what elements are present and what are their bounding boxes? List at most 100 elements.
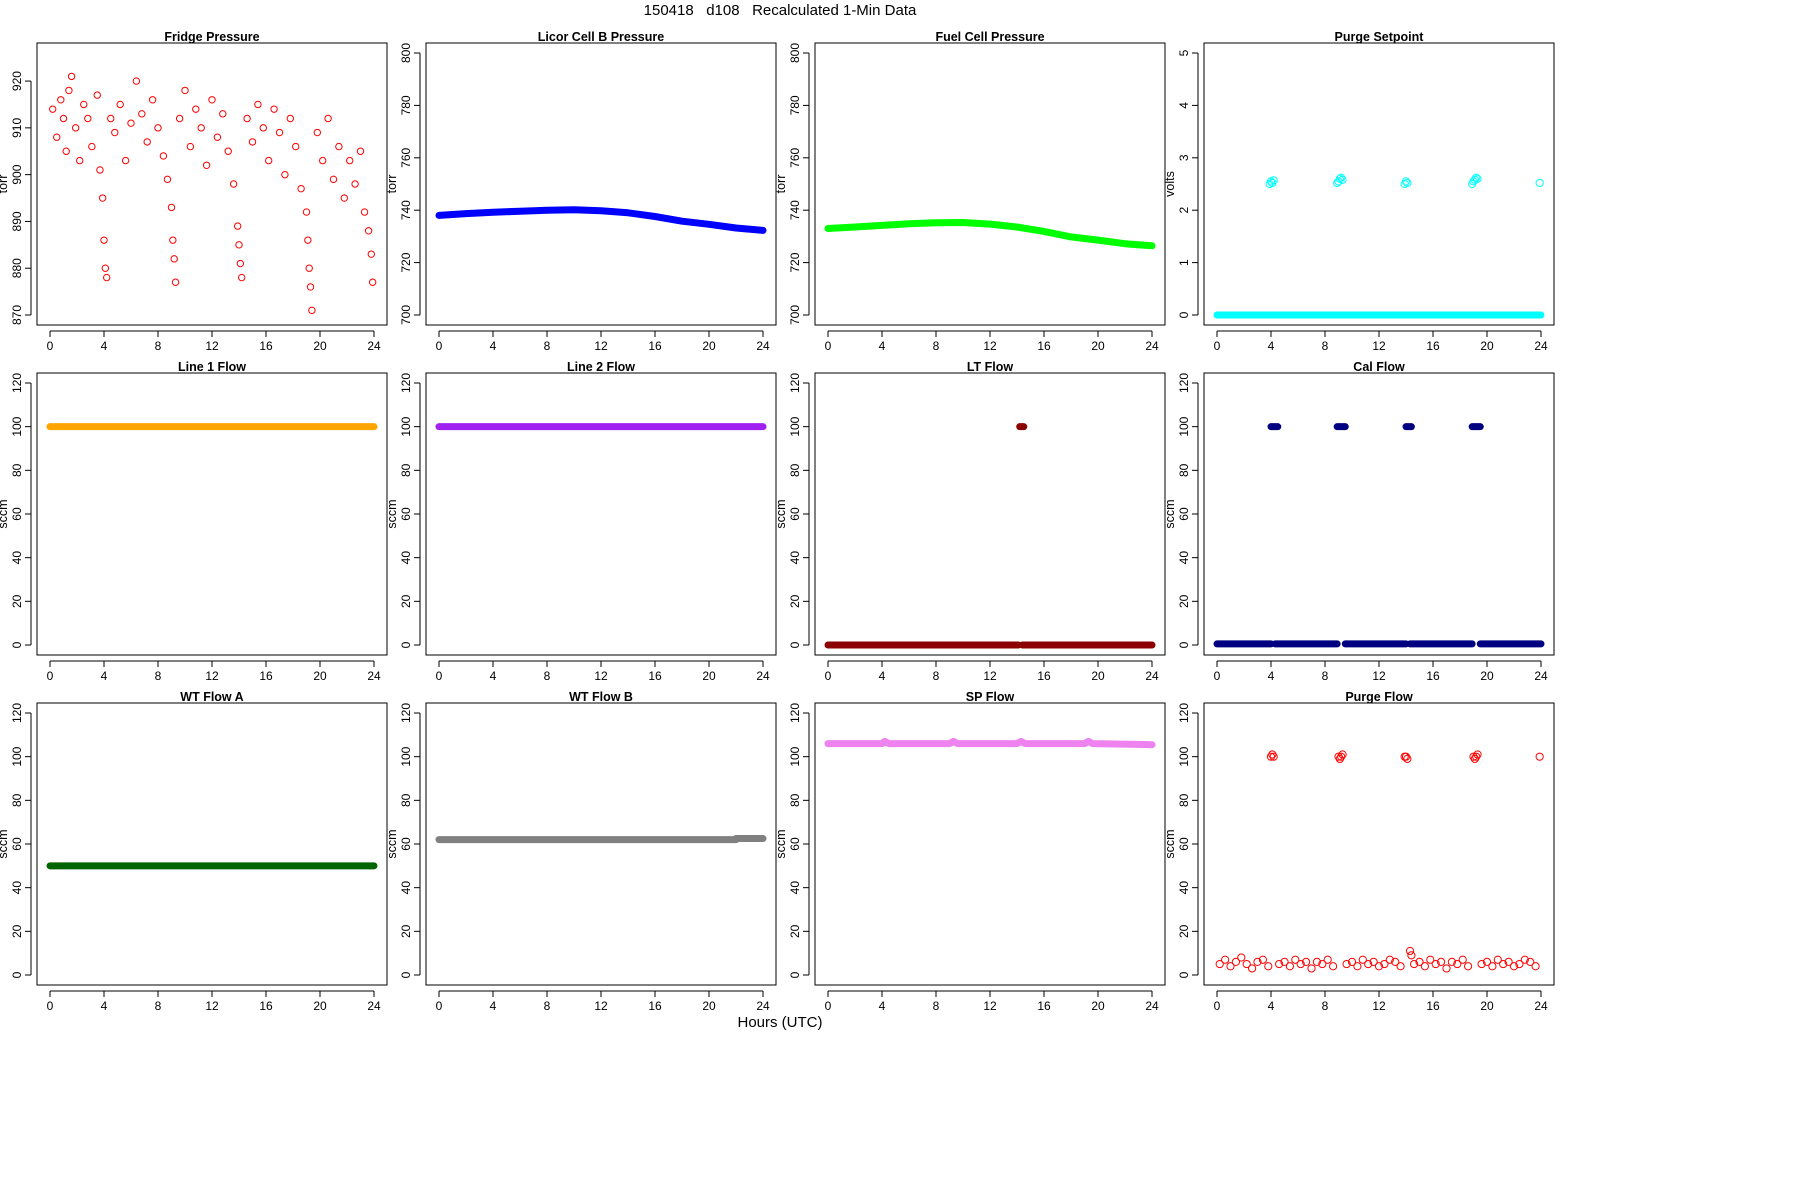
data-point xyxy=(84,114,92,123)
y-tick-label: 920 xyxy=(10,71,24,91)
y-tick-label: 80 xyxy=(1177,463,1191,477)
plot-frame xyxy=(36,372,388,656)
x-tick-label: 8 xyxy=(544,669,551,683)
x-tick-label: 20 xyxy=(702,999,716,1013)
data-point xyxy=(96,166,104,174)
data-point xyxy=(93,91,101,99)
y-tick-label: 5 xyxy=(1177,49,1191,56)
x-tick-label: 8 xyxy=(933,999,940,1013)
data-point xyxy=(1458,955,1467,964)
x-tick-label: 0 xyxy=(47,999,54,1013)
y-axis-label: torr xyxy=(385,175,399,194)
y-tick-label: 740 xyxy=(788,200,802,220)
data-point xyxy=(319,156,327,165)
data-point xyxy=(1472,752,1481,761)
plot-frame xyxy=(425,42,777,326)
data-point xyxy=(197,124,205,132)
plot-frame xyxy=(814,42,1166,326)
data-point xyxy=(233,222,242,230)
data-point xyxy=(1515,959,1524,969)
data-point xyxy=(1364,959,1373,969)
x-tick-label: 8 xyxy=(155,999,162,1013)
y-tick-label: 40 xyxy=(399,551,413,565)
y-tick-label: 760 xyxy=(399,147,413,167)
data-point xyxy=(53,133,61,141)
plot-purge-flow: Purge Flow 0 4 8 12 16 20 24 0 20 40 60 80 100 120 sccm xyxy=(1163,690,1555,1013)
data-point xyxy=(305,264,313,272)
data-point xyxy=(163,175,172,184)
y-axis-label: torr xyxy=(774,175,788,194)
plot-frame xyxy=(1203,702,1555,986)
data-point xyxy=(1269,176,1278,185)
x-tick-label: 8 xyxy=(933,669,940,683)
x-tick-label: 0 xyxy=(825,669,832,683)
y-tick-label: 0 xyxy=(399,971,413,978)
data-point xyxy=(1535,752,1544,761)
x-tick-label: 4 xyxy=(490,339,497,353)
plot-frame xyxy=(36,42,388,326)
y-tick-label: 0 xyxy=(10,641,24,648)
data-point xyxy=(292,142,300,151)
y-tick-label: 60 xyxy=(1177,507,1191,521)
data-point xyxy=(313,128,321,137)
x-tick-label: 20 xyxy=(1480,999,1494,1013)
y-tick-label: 40 xyxy=(788,881,802,895)
data-point xyxy=(132,77,141,85)
data-point xyxy=(356,147,365,155)
data-point xyxy=(1285,962,1295,971)
x-tick-label: 4 xyxy=(490,669,497,683)
series-line xyxy=(824,737,1156,749)
y-tick-label: 20 xyxy=(788,594,802,608)
y-tick-label: 80 xyxy=(10,463,24,477)
data-point xyxy=(335,142,343,151)
data-point xyxy=(1291,955,1300,964)
data-point xyxy=(1258,955,1268,964)
y-tick-label: 2 xyxy=(1177,207,1191,214)
x-tick-label: 8 xyxy=(933,339,940,353)
x-tick-label: 20 xyxy=(1480,669,1494,683)
data-point xyxy=(1385,955,1394,964)
y-tick-label: 0 xyxy=(1177,971,1191,978)
data-point xyxy=(59,114,68,123)
data-point xyxy=(1499,959,1508,969)
data-point xyxy=(1447,957,1457,967)
y-tick-label: 120 xyxy=(10,373,24,393)
y-tick-label: 0 xyxy=(788,641,802,648)
data-point xyxy=(202,161,211,169)
x-tick-label: 4 xyxy=(101,669,108,683)
y-tick-label: 80 xyxy=(10,793,24,807)
plot-title: Cal Flow xyxy=(1353,360,1405,374)
x-tick-label: 16 xyxy=(648,999,662,1013)
data-point xyxy=(308,306,316,315)
data-point xyxy=(364,227,373,235)
data-point xyxy=(1391,957,1400,967)
data-point xyxy=(306,283,315,291)
data-point xyxy=(1242,959,1251,969)
plot-title: Licor Cell B Pressure xyxy=(538,30,664,44)
x-tick-label: 12 xyxy=(1372,999,1386,1013)
x-tick-label: 12 xyxy=(205,999,219,1013)
x-tick-label: 16 xyxy=(1037,999,1051,1013)
y-tick-label: 3 xyxy=(1177,154,1191,161)
x-tick-label: 0 xyxy=(1214,999,1221,1013)
y-tick-label: 740 xyxy=(399,200,413,220)
plot-title: WT Flow A xyxy=(180,690,243,704)
plot-frame xyxy=(425,372,777,656)
data-point xyxy=(127,119,135,127)
data-point xyxy=(1221,955,1230,964)
y-tick-label: 0 xyxy=(1177,641,1191,648)
y-tick-label: 60 xyxy=(1177,837,1191,851)
data-point xyxy=(1312,957,1322,967)
y-axis-label: sccm xyxy=(385,829,399,858)
y-tick-label: 20 xyxy=(10,594,24,608)
y-tick-label: 780 xyxy=(788,95,802,115)
y-tick-label: 20 xyxy=(1177,924,1191,938)
data-point xyxy=(1334,752,1343,761)
data-point xyxy=(1323,955,1332,964)
data-point xyxy=(1410,959,1419,969)
data-point xyxy=(1269,752,1278,761)
data-point xyxy=(275,128,284,137)
y-tick-label: 40 xyxy=(1177,881,1191,895)
x-tick-label: 0 xyxy=(825,999,832,1013)
